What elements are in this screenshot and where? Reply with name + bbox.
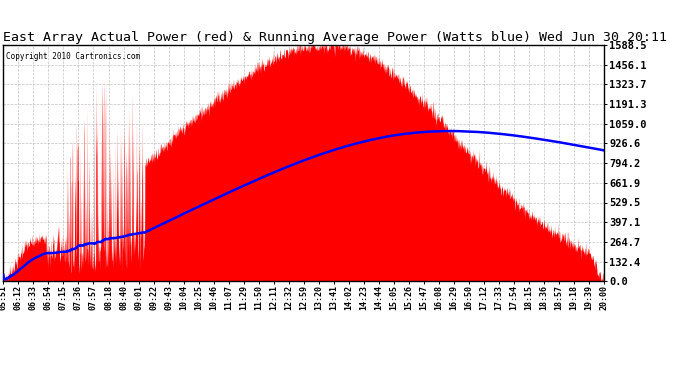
Text: Copyright 2010 Cartronics.com: Copyright 2010 Cartronics.com [6,52,141,61]
Text: East Array Actual Power (red) & Running Average Power (Watts blue) Wed Jun 30 20: East Array Actual Power (red) & Running … [3,31,667,44]
